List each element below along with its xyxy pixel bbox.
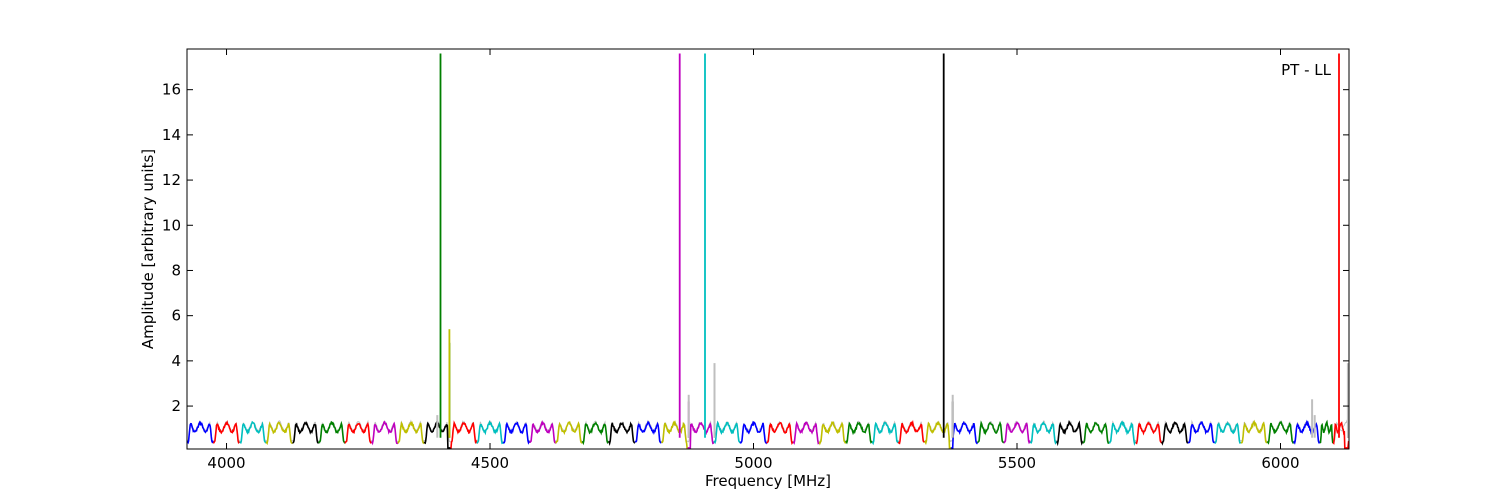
band-trace	[502, 421, 531, 445]
band-trace	[897, 419, 925, 445]
band-trace	[292, 421, 319, 444]
x-tick-label: 5000	[734, 454, 772, 472]
chart-annotation: PT - LL	[1281, 61, 1332, 79]
band-trace	[792, 420, 820, 445]
band-trace	[1240, 419, 1268, 444]
plot-background	[187, 49, 1349, 449]
band-trace	[317, 420, 346, 444]
band-trace	[1135, 421, 1163, 445]
band-trace	[818, 421, 847, 446]
band-trace	[845, 421, 873, 445]
band-trace	[265, 421, 293, 446]
band-trace	[687, 421, 715, 449]
y-tick-label: 2	[171, 397, 181, 415]
band-trace	[871, 421, 900, 446]
y-axis: 2 4 6 8 10 12 14 16	[162, 81, 1349, 415]
band-trace	[1332, 421, 1349, 449]
x-tick-label: 4000	[207, 454, 245, 472]
band-trace	[1108, 420, 1136, 446]
plot-frame	[186, 48, 1350, 450]
band-trace	[608, 421, 636, 447]
band-trace	[1266, 420, 1294, 445]
y-tick-label: 12	[162, 171, 181, 189]
band-trace	[371, 420, 399, 446]
band-trace	[1214, 421, 1242, 444]
y-tick-label: 10	[162, 216, 181, 234]
x-axis-label: Frequency [MHz]	[705, 472, 831, 490]
y-tick-label: 6	[171, 307, 181, 325]
y-axis-label: Amplitude [arbitrary units]	[139, 149, 157, 349]
band-trace	[924, 421, 952, 449]
band-trace	[1319, 419, 1334, 444]
band-trace	[581, 421, 609, 446]
band-trace	[661, 420, 688, 449]
band-trace	[1056, 420, 1084, 447]
band-trace	[529, 420, 557, 444]
band-trace	[634, 420, 662, 444]
band-trace	[1082, 421, 1110, 444]
band-trace	[951, 420, 979, 449]
band-trace	[476, 420, 504, 445]
y-tick-label: 16	[162, 81, 181, 99]
band-trace	[397, 420, 425, 445]
band-trace	[1161, 421, 1189, 446]
band-trace	[1187, 421, 1216, 444]
band-trace	[977, 420, 1005, 444]
series-layer	[187, 419, 1349, 449]
y-tick-label: 14	[162, 126, 181, 144]
band-trace	[555, 421, 583, 444]
y-tick-label: 8	[171, 261, 181, 279]
band-trace	[212, 419, 241, 444]
spike-layer	[436, 53, 1349, 438]
y-tick-label: 4	[171, 352, 181, 370]
x-axis: 4000 4500 5000 5500 6000	[207, 49, 1300, 472]
band-trace	[739, 420, 768, 445]
x-tick-label: 5500	[998, 454, 1036, 472]
band-trace	[239, 420, 267, 444]
band-trace	[1029, 421, 1057, 445]
band-trace	[713, 420, 741, 445]
band-trace	[1003, 421, 1031, 445]
band-trace	[450, 420, 478, 449]
plot-area	[186, 48, 1350, 450]
band-trace	[187, 420, 215, 445]
x-tick-label: 4500	[471, 454, 509, 472]
band-trace	[766, 421, 794, 446]
band-trace	[344, 421, 372, 444]
x-tick-label: 6000	[1261, 454, 1299, 472]
